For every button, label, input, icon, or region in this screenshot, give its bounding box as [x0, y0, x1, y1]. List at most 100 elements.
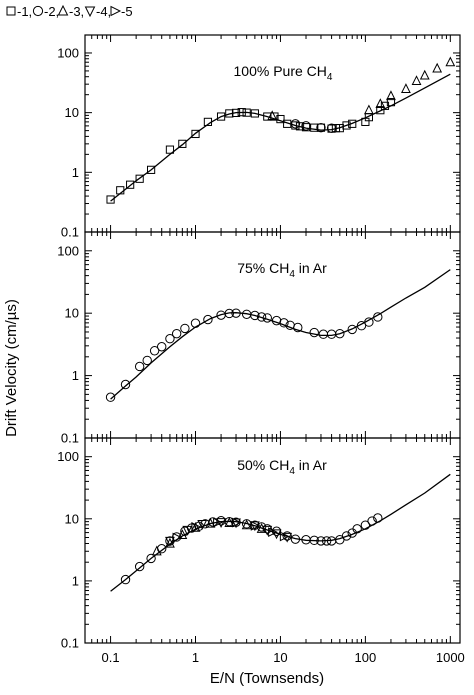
legend: -1, -2, -3, -4, -5 — [6, 4, 133, 19]
data-point-triangle-down — [249, 521, 260, 532]
data-point-square — [376, 106, 385, 115]
data-point-triangle-up — [401, 83, 411, 93]
legend-label: -4, — [96, 4, 111, 19]
data-point-square — [146, 165, 156, 174]
data-point-square — [276, 114, 285, 124]
data-point-circle — [120, 379, 131, 390]
panel-title-subscript: 4 — [289, 269, 295, 280]
data-point-triangle-down — [182, 525, 193, 536]
x-axis-title: E/N (Townsends) — [210, 670, 324, 687]
x-tick-label: 0.1 — [102, 650, 120, 665]
fit-curve — [110, 269, 451, 400]
legend-entry: -3, — [57, 4, 84, 19]
series-circle — [290, 119, 337, 133]
legend-marker-triangle-right — [110, 5, 122, 17]
data-point-circle — [282, 531, 292, 541]
data-point-circle — [250, 310, 260, 321]
legend-marker-triangle-down — [84, 6, 96, 18]
data-point-circle — [165, 334, 175, 344]
y-tick-label: 1 — [72, 165, 79, 180]
data-point-circle — [326, 123, 337, 133]
series-circle — [105, 308, 383, 402]
series-triangle-up — [267, 56, 456, 121]
legend-label: -3, — [69, 4, 84, 19]
legend-entry: -2, — [32, 4, 59, 19]
data-point-circle — [335, 328, 345, 339]
data-point-triangle-up — [224, 517, 235, 527]
data-point-circle — [290, 534, 301, 544]
legend-entry: -4, — [84, 4, 111, 19]
data-point-triangle-up — [165, 537, 175, 548]
data-point-triangle-up — [241, 519, 252, 530]
data-point-circle — [262, 524, 272, 534]
data-point-square — [250, 109, 259, 118]
data-point-circle — [157, 342, 167, 352]
data-point-circle — [293, 322, 303, 333]
data-point-triangle-down — [216, 518, 226, 528]
data-point-triangle-right — [279, 531, 290, 542]
data-point-circle — [347, 324, 357, 335]
y-tick-label: 100 — [57, 45, 79, 60]
data-point-circle — [341, 531, 352, 541]
data-point-circle — [318, 329, 329, 339]
data-point-triangle-up — [419, 69, 430, 80]
data-point-circle — [321, 536, 332, 546]
data-point-triangle-up — [375, 98, 386, 109]
y-tick-label: 0.1 — [61, 225, 79, 240]
data-point-circle — [360, 520, 371, 530]
series-triangle-right — [172, 517, 290, 543]
legend-label: -1, — [17, 4, 32, 19]
data-point-circle — [367, 516, 377, 526]
data-point-circle — [120, 574, 131, 585]
data-point-square — [106, 195, 115, 204]
data-point-circle — [134, 561, 145, 572]
data-point-circle — [316, 536, 326, 546]
data-point-triangle-down — [271, 529, 282, 540]
data-point-circle — [190, 318, 201, 328]
data-point-triangle-right — [172, 532, 183, 543]
data-point-triangle-right — [191, 522, 202, 532]
panel-title-main: 75% CH — [237, 260, 289, 276]
legend-marker-triangle-up — [57, 4, 69, 16]
panel-2: 0.1 1 10 100 75% CH4 in Ar — [57, 231, 461, 446]
x-tick-label: 1 — [192, 650, 199, 665]
y-axis-title: Drift Velocity (cm/µs) — [3, 299, 20, 437]
data-point-square — [237, 108, 246, 117]
data-point-circle — [224, 308, 235, 319]
x-tick-label: 100 — [355, 650, 377, 665]
x-tick-label: 1000 — [436, 650, 465, 665]
data-point-triangle-down — [262, 525, 273, 536]
data-point-square — [178, 139, 187, 148]
data-point-triangle-up — [386, 90, 396, 101]
series-circle — [120, 513, 383, 585]
data-point-circle — [256, 312, 267, 322]
data-point-triangle-up — [363, 104, 374, 115]
data-point-square — [203, 117, 213, 126]
fit-curve — [110, 73, 451, 202]
y-tick-label: 10 — [65, 105, 79, 120]
panel-title-tail: in Ar — [295, 260, 327, 276]
data-point-triangle-up — [190, 521, 201, 532]
data-point-circle — [262, 313, 272, 323]
data-point-circle — [142, 355, 152, 366]
data-point-triangle-up — [205, 517, 216, 528]
data-point-triangle-right — [213, 517, 223, 528]
data-point-circle — [352, 524, 362, 534]
data-point-triangle-right — [250, 520, 261, 531]
data-point-circle — [134, 361, 145, 372]
legend-label: -2, — [44, 4, 59, 19]
data-point-square — [270, 112, 279, 121]
panel-title-main: 50% CH — [237, 457, 289, 473]
data-point-circle — [290, 119, 301, 129]
y-tick-label: 100 — [57, 449, 79, 464]
data-point-circle — [316, 122, 326, 133]
data-point-triangle-up — [267, 110, 278, 121]
panel-title-main: 100% Pure CH — [234, 63, 327, 79]
data-point-circle — [309, 535, 319, 546]
data-point-square — [165, 145, 175, 154]
legend-label: -5 — [121, 4, 133, 19]
panel-3: 0.1 1 10 100 0.1 1 10 100 1000 50% CH4 in Ar — [57, 437, 465, 665]
data-point-square — [216, 112, 226, 121]
